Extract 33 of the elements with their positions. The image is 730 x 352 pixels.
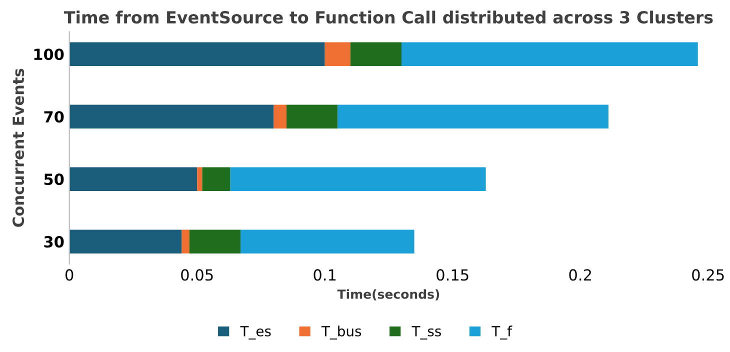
bar [240, 230, 414, 254]
bar [402, 42, 698, 66]
bar [182, 230, 190, 254]
y-tick-label: 50 [44, 174, 64, 186]
bar [69, 42, 325, 66]
legend-label: T_es [240, 326, 271, 340]
legend-label: T_f [492, 326, 512, 340]
chart-title: Time from EventSource to Function Call distributed across 3 Clusters [64, 10, 713, 24]
x-tick-label: 0.05 [181, 269, 213, 281]
bar [338, 104, 608, 128]
y-tick-label: 70 [44, 111, 64, 123]
x-axis-title: Time(seconds) [337, 289, 440, 300]
y-axis-title: Concurrent Events [12, 68, 24, 227]
x-tick-label: 0.2 [569, 269, 591, 281]
bar [286, 104, 338, 128]
x-tick-label: 0 [65, 269, 74, 281]
bar [350, 42, 402, 66]
bar [230, 167, 486, 191]
bar [202, 167, 230, 191]
x-tick-label: 0.25 [692, 269, 724, 281]
legend-label: T_bus [321, 326, 362, 340]
x-tick-label: 0.1 [314, 269, 336, 281]
bar [189, 230, 241, 254]
bar [69, 230, 182, 254]
y-tick-label: 30 [44, 236, 64, 248]
bar [69, 167, 198, 191]
bar [197, 167, 202, 191]
legend-label: T_ss [412, 326, 441, 340]
x-tick-label: 0.15 [436, 269, 468, 281]
bar [274, 104, 287, 128]
y-tick-label: 100 [34, 48, 64, 60]
bar [324, 42, 350, 66]
bar [69, 104, 274, 128]
